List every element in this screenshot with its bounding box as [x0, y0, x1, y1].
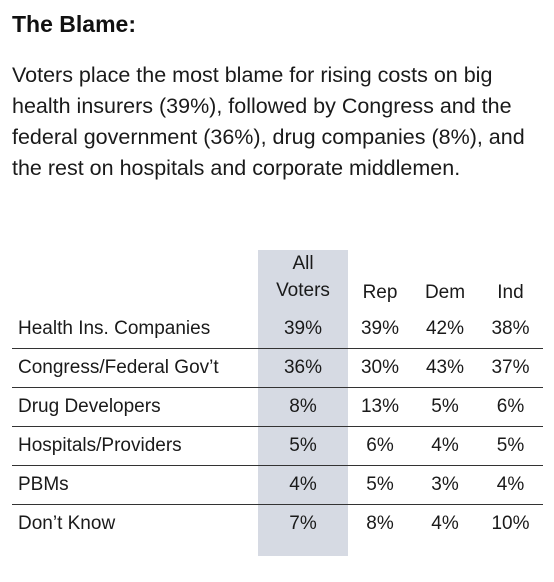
row-label: PBMs [12, 465, 258, 505]
cell-ind: 5% [478, 426, 543, 466]
row-label: Health Ins. Companies [18, 318, 211, 339]
cell-dem: 4% [412, 426, 478, 466]
cell-dem: 43% [412, 348, 478, 388]
cell-dem: 5% [412, 387, 478, 427]
table-row: Health Ins. Companies 39% 39% 42% 38% [12, 310, 543, 349]
row-label: Congress/Federal Gov’t [12, 348, 258, 388]
header-dem: Dem [424, 282, 466, 303]
cell-all: 36% [258, 348, 348, 388]
cell-rep: 30% [348, 348, 412, 388]
cell-ind: 10% [478, 504, 543, 543]
blame-table: All Voters Rep Dem Ind Health Ins. Compa… [12, 250, 543, 556]
cell-rep: 8% [348, 504, 412, 543]
table-header-row: All Voters Rep Dem Ind [12, 250, 543, 310]
cell-all: 8% [258, 387, 348, 427]
cell-dem: 4% [412, 504, 478, 543]
cell-all: 39% [283, 318, 323, 339]
cell-rep: 39% [360, 318, 400, 339]
cell-rep: 6% [348, 426, 412, 466]
header-rep: Rep [362, 282, 398, 303]
table-row: Drug Developers 8% 13% 5% 6% [12, 387, 543, 427]
cell-all: 5% [258, 426, 348, 466]
cell-rep: 5% [348, 465, 412, 505]
summary-paragraph: Voters place the most blame for rising c… [12, 63, 525, 180]
cell-ind: 6% [478, 387, 543, 427]
cell-all: 7% [258, 504, 348, 543]
cell-dem: 42% [425, 318, 465, 339]
table-row: Hospitals/Providers 5% 6% 4% 5% [12, 426, 543, 466]
table-row: Don’t Know 7% 8% 4% 10% [12, 504, 543, 543]
row-label: Drug Developers [12, 387, 258, 427]
table-row: Congress/Federal Gov’t 36% 30% 43% 37% [12, 348, 543, 388]
header-all-voters: All Voters [276, 253, 330, 301]
cell-ind: 38% [491, 318, 530, 339]
cell-ind: 4% [478, 465, 543, 505]
page-title: The Blame: [12, 11, 136, 37]
row-label: Hospitals/Providers [12, 426, 258, 466]
header-ind: Ind [497, 282, 524, 303]
cell-ind: 37% [478, 348, 543, 388]
header-blank [12, 250, 258, 310]
cell-rep: 13% [348, 387, 412, 427]
cell-all: 4% [258, 465, 348, 505]
cell-dem: 3% [412, 465, 478, 505]
table-row: PBMs 4% 5% 3% 4% [12, 465, 543, 505]
row-label: Don’t Know [12, 504, 258, 543]
